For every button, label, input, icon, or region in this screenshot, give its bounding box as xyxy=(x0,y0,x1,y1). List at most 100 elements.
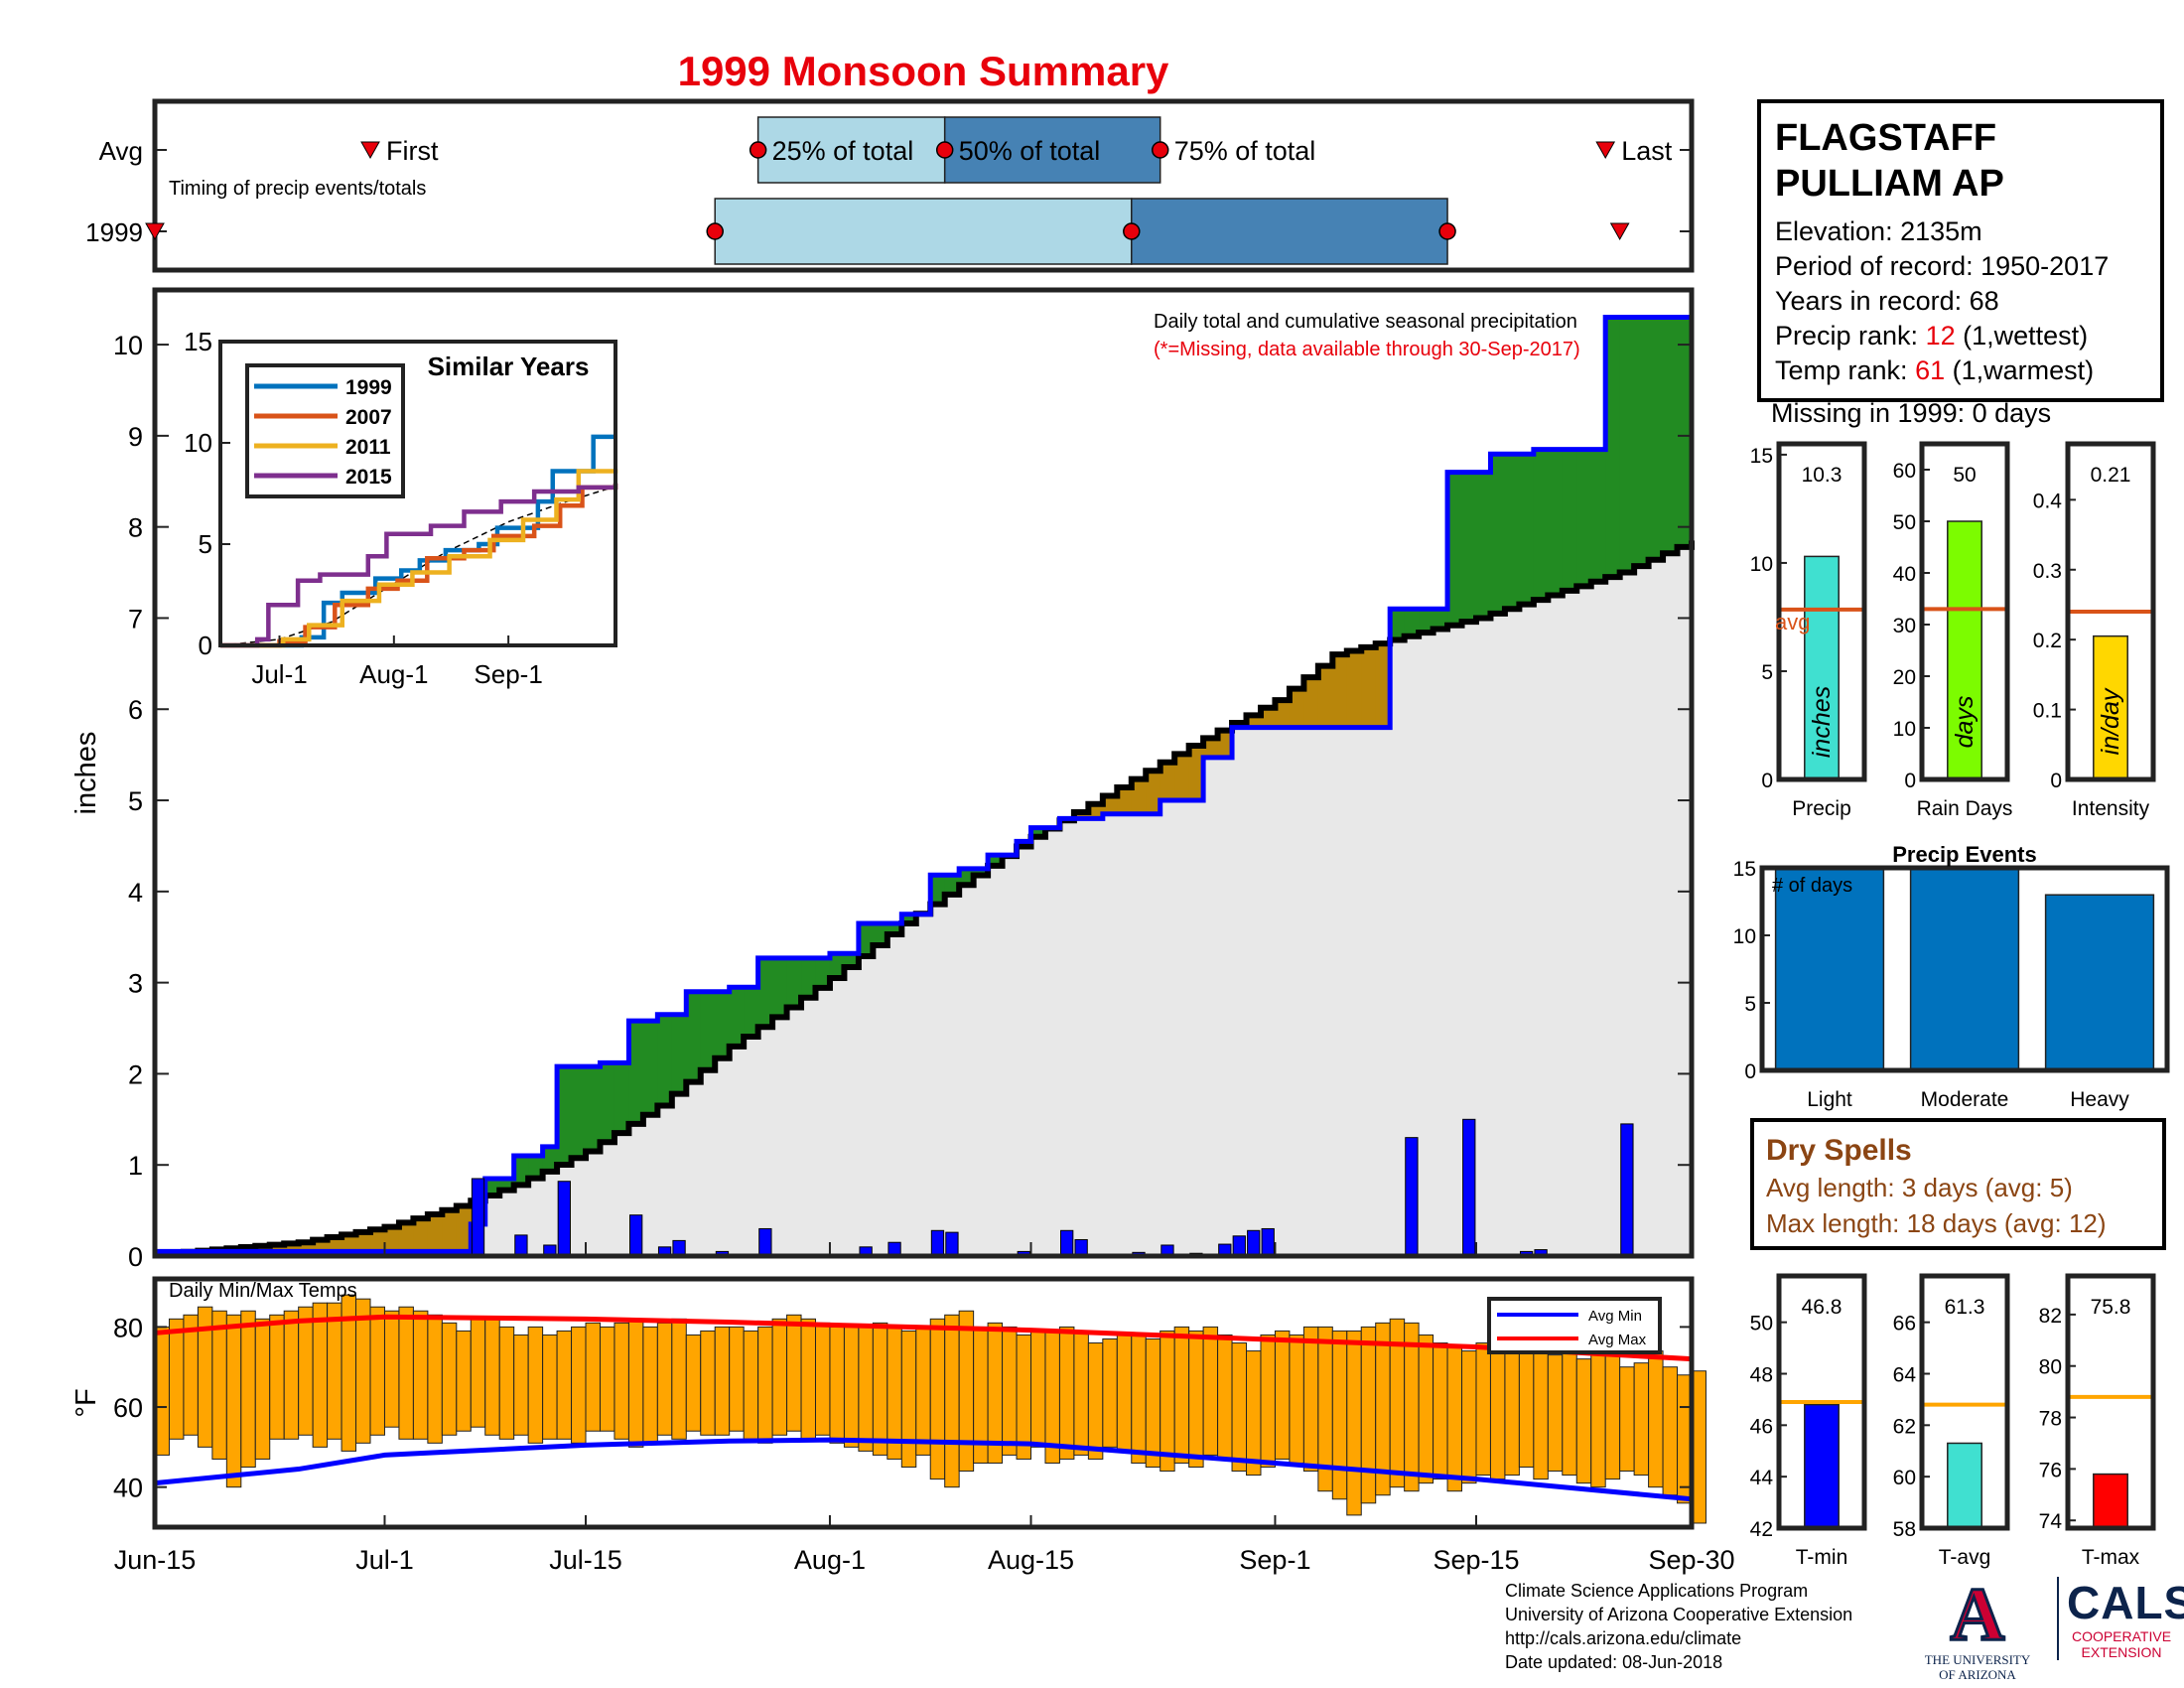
deficit-area xyxy=(1260,707,1277,728)
daily-temp-bar xyxy=(542,1334,558,1440)
daily-temp-bar xyxy=(1030,1330,1046,1448)
deficit-area xyxy=(341,1234,357,1252)
precip-events-y-tick-label: 5 xyxy=(1744,993,1756,1016)
timing-quartile-marker xyxy=(749,141,767,159)
daily-temp-bar xyxy=(1087,1342,1104,1460)
daily-precip-bar xyxy=(1405,1137,1419,1257)
daily-temp-bar xyxy=(786,1314,802,1432)
precip-note-missing: (*=Missing, data available through 30-Se… xyxy=(1154,339,1580,360)
daily-precip-bar xyxy=(758,1227,772,1257)
y-tick-label: 4 xyxy=(128,878,143,908)
deficit-area xyxy=(1160,762,1175,801)
surplus-area xyxy=(1677,317,1693,547)
daily-temp-bar xyxy=(1331,1330,1348,1500)
summary-y-tick-label: 78 xyxy=(2039,1408,2062,1431)
summary-y-tick-label: 0.3 xyxy=(2033,560,2062,583)
surplus-area xyxy=(700,991,716,1070)
y-tick-label: 9 xyxy=(128,422,143,452)
daily-temp-bar xyxy=(498,1326,515,1440)
daily-temp-bar xyxy=(441,1322,458,1436)
precip-events-bar xyxy=(1774,867,1885,1071)
daily-temp-bar xyxy=(1145,1337,1161,1469)
daily-temp-bar xyxy=(211,1310,227,1460)
precip-events-frame xyxy=(1759,865,2170,1073)
daily-temp-bar xyxy=(1446,1346,1463,1492)
daily-temp-bar xyxy=(383,1310,400,1428)
daily-temp-bar xyxy=(1619,1366,1635,1473)
summary-value-label: 0.21 xyxy=(2091,464,2131,487)
daily-temp-bar xyxy=(1504,1337,1520,1477)
daily-temp-bar xyxy=(225,1314,242,1488)
x-tick-label: Sep-30 xyxy=(1648,1545,1734,1575)
summary-panel-frame xyxy=(1919,1273,2010,1531)
daily-temp-bar xyxy=(427,1314,443,1444)
deficit-area xyxy=(327,1237,342,1252)
deficit-area xyxy=(427,1213,443,1252)
daily-temp-bar xyxy=(1160,1330,1175,1473)
avg-min-line xyxy=(154,1437,1693,1502)
surplus-area xyxy=(614,1062,630,1134)
daily-temp-bar xyxy=(327,1302,342,1440)
x-tick-label: Aug-1 xyxy=(794,1545,866,1575)
daily-temp-bar xyxy=(642,1326,658,1444)
daily-temp-bar xyxy=(743,1330,759,1440)
daily-temp-bar xyxy=(1475,1342,1491,1477)
daily-precip-bar xyxy=(1060,1229,1074,1257)
inset-y-tick-label: 15 xyxy=(184,327,212,356)
summary-panel-frame xyxy=(1776,1273,1867,1531)
temp-y-tick-label: 40 xyxy=(113,1474,143,1503)
deficit-area xyxy=(1131,778,1147,814)
daily-precip-bar xyxy=(1261,1227,1275,1257)
surplus-area xyxy=(887,922,902,934)
station-elevation: Elevation: 2135m xyxy=(1775,216,1982,246)
daily-temp-bar xyxy=(269,1314,285,1440)
timing-quartile-marker xyxy=(706,222,724,240)
credits-line1: Climate Science Applications Program xyxy=(1505,1581,1809,1601)
deficit-area xyxy=(1289,688,1304,728)
surplus-area xyxy=(1433,609,1448,630)
daily-temp-bar xyxy=(470,1318,486,1428)
deficit-area xyxy=(1117,787,1133,814)
daily-temp-bar xyxy=(1433,1342,1448,1480)
summary-unit-label: inches xyxy=(1808,686,1836,758)
surplus-area xyxy=(930,875,946,905)
summary-value-label: 46.8 xyxy=(1802,1296,1843,1319)
daily-temp-bar xyxy=(771,1318,788,1436)
daily-temp-bar xyxy=(283,1310,300,1440)
daily-temp-bar xyxy=(714,1326,731,1436)
daily-temp-bar xyxy=(585,1322,601,1432)
deficit-area xyxy=(442,1209,458,1252)
credits-line3: http://cals.arizona.edu/climate xyxy=(1505,1628,1742,1648)
daily-temp-bar xyxy=(1418,1334,1434,1484)
surplus-area xyxy=(1590,449,1606,582)
daily-temp-bar xyxy=(858,1326,874,1452)
daily-precip-bar xyxy=(1247,1229,1261,1257)
surplus-area xyxy=(542,1146,558,1172)
temp-rank-label: Temp rank: xyxy=(1775,355,1916,385)
deficit-area xyxy=(1275,700,1291,728)
surplus-area xyxy=(1490,454,1506,614)
summary-y-tick-label: 44 xyxy=(1750,1467,1774,1489)
summary-y-tick-label: 0.2 xyxy=(2033,630,2062,652)
daily-temp-bar xyxy=(1116,1334,1133,1452)
precip-events-x-label: Moderate xyxy=(1921,1088,2009,1111)
daily-precip-bar xyxy=(557,1181,571,1257)
deficit-area xyxy=(1246,715,1262,728)
summary-y-tick-label: 0.4 xyxy=(2033,490,2063,512)
station-name-line1: FLAGSTAFF xyxy=(1775,117,1997,159)
temp-rank-note: (1,warmest) xyxy=(1945,355,2095,385)
normal-area xyxy=(155,546,1692,1256)
deficit-area xyxy=(1332,654,1348,728)
daily-temp-bar xyxy=(656,1322,673,1436)
dry-spells-max-length: Max length: 18 days (avg: 12) xyxy=(1766,1208,2107,1238)
daily-temp-bar xyxy=(1016,1334,1032,1460)
inset-x-tick-label: Sep-1 xyxy=(474,659,542,689)
daily-temp-bar xyxy=(671,1318,687,1440)
precip-events-y-tick-label: 0 xyxy=(1744,1060,1756,1083)
surplus-area xyxy=(959,868,975,886)
ua-block-a-mark: A xyxy=(1949,1573,2006,1656)
surplus-area xyxy=(973,868,989,876)
y-tick-label: 2 xyxy=(128,1059,143,1089)
summary-y-tick-label: 48 xyxy=(1750,1363,1773,1386)
x-tick-label: Jun-15 xyxy=(114,1545,197,1575)
